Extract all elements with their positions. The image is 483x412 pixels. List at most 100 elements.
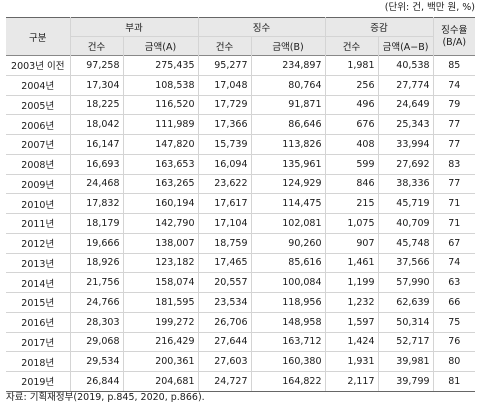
row-year: 2015년	[6, 292, 70, 313]
row-year: 2009년	[6, 174, 70, 195]
levy-count-cell: 21,756	[69, 272, 123, 293]
unit-note: (단위: 건, 백만 원, %)	[384, 2, 475, 13]
levy-amount-cell: 111,989	[122, 114, 199, 135]
collection-amount-cell: 113,826	[250, 134, 326, 155]
collection-count-cell: 26,706	[197, 312, 252, 333]
collection-amount-cell: 135,961	[250, 154, 326, 175]
change-amount-cell: 27,774	[377, 75, 434, 96]
table-row: 2005년 18,225 116,520 17,729 91,871 496 24,649 7…	[6, 95, 476, 116]
collection-ratio-cell: 66	[432, 292, 476, 313]
collection-amount-cell: 160,380	[250, 351, 326, 372]
row-year: 2018년	[6, 351, 70, 372]
table-row: 2019년 26,844 204,681 24,727 164,822 2,117 39,7…	[6, 371, 476, 392]
table-row: 2004년 17,304 108,538 17,048 80,764 256 27,774 7…	[6, 75, 476, 96]
levy-count-cell: 17,832	[69, 193, 123, 214]
change-count-cell: 1,981	[324, 55, 379, 76]
row-year: 2006년	[6, 114, 70, 135]
change-amount-cell: 52,717	[377, 332, 434, 353]
header-levy-count: 건수	[69, 36, 123, 56]
table-row: 2007년 16,147 147,820 15,739 113,826 408 33,994…	[6, 134, 476, 155]
levy-amount-cell: 216,429	[122, 332, 199, 353]
collection-amount-cell: 85,616	[250, 253, 326, 274]
collection-amount-cell: 114,475	[250, 193, 326, 214]
collection-count-cell: 24,727	[197, 371, 252, 392]
header-ratio-line2: (B/A)	[442, 36, 467, 48]
table-row: 2014년 21,756 158,074 20,557 100,084 1,199 57,9…	[6, 272, 476, 293]
change-amount-cell: 38,336	[377, 174, 434, 195]
collection-ratio-cell: 83	[432, 154, 476, 175]
collection-count-cell: 17,048	[197, 75, 252, 96]
collection-count-cell: 20,557	[197, 272, 252, 293]
change-amount-cell: 39,981	[377, 351, 434, 372]
levy-count-cell: 97,258	[69, 55, 123, 76]
row-year: 2003년 이전	[6, 55, 70, 76]
row-year: 2014년	[6, 272, 70, 293]
header-collection-count: 건수	[197, 36, 252, 56]
levy-amount-cell: 116,520	[122, 95, 199, 116]
collection-ratio-cell: 75	[432, 312, 476, 333]
change-count-cell: 408	[324, 134, 379, 155]
collection-amount-cell: 118,956	[250, 292, 326, 313]
collection-count-cell: 17,465	[197, 253, 252, 274]
table-row: 2018년 29,534 200,361 27,603 160,380 1,931 39,9…	[6, 351, 476, 372]
change-count-cell: 2,117	[324, 371, 379, 392]
table-row: 2010년 17,832 160,194 17,617 114,475 215 45,719…	[6, 193, 476, 214]
collection-ratio-cell: 63	[432, 272, 476, 293]
levy-amount-cell: 204,681	[122, 371, 199, 392]
collection-count-cell: 23,534	[197, 292, 252, 313]
levy-count-cell: 28,303	[69, 312, 123, 333]
source-note: 자료: 기획재정부(2019, p.845, 2020, p.866).	[6, 392, 205, 403]
collection-amount-cell: 163,712	[250, 332, 326, 353]
levy-collection-table: 구분 부과 징수 증감 징수율 (B/A) 건수 금액(A) 건수 금액(B) …	[6, 17, 476, 392]
change-count-cell: 1,424	[324, 332, 379, 353]
row-year: 2005년	[6, 95, 70, 116]
levy-count-cell: 18,225	[69, 95, 123, 116]
collection-ratio-cell: 77	[432, 174, 476, 195]
change-count-cell: 1,931	[324, 351, 379, 372]
header-ratio-line1: 징수율	[441, 24, 468, 36]
change-count-cell: 1,199	[324, 272, 379, 293]
change-amount-cell: 45,719	[377, 193, 434, 214]
collection-count-cell: 27,644	[197, 332, 252, 353]
table-row: 2016년 28,303 199,272 26,706 148,958 1,597 50,3…	[6, 312, 476, 333]
change-count-cell: 676	[324, 114, 379, 135]
header-levy-amount: 금액(A)	[122, 36, 199, 56]
change-count-cell: 1,232	[324, 292, 379, 313]
table-row: 2009년 24,468 163,265 23,622 124,929 846 38,336…	[6, 174, 476, 195]
collection-count-cell: 18,759	[197, 233, 252, 254]
row-year: 2013년	[6, 253, 70, 274]
table-row: 2006년 18,042 111,989 17,366 86,646 676 25,343 7…	[6, 114, 476, 135]
levy-count-cell: 17,304	[69, 75, 123, 96]
levy-amount-cell: 275,435	[122, 55, 199, 76]
levy-amount-cell: 147,820	[122, 134, 199, 155]
header-collection-amount: 금액(B)	[250, 36, 326, 56]
row-year: 2016년	[6, 312, 70, 333]
table-row: 2015년 24,766 181,595 23,534 118,956 1,232 62,6…	[6, 292, 476, 313]
change-amount-cell: 62,639	[377, 292, 434, 313]
change-amount-cell: 25,343	[377, 114, 434, 135]
collection-count-cell: 17,617	[197, 193, 252, 214]
change-amount-cell: 33,994	[377, 134, 434, 155]
header-group-collection: 징수	[197, 17, 326, 37]
change-count-cell: 496	[324, 95, 379, 116]
collection-ratio-cell: 74	[432, 75, 476, 96]
collection-ratio-cell: 77	[432, 114, 476, 135]
change-count-cell: 846	[324, 174, 379, 195]
row-year: 2004년	[6, 75, 70, 96]
change-amount-cell: 27,692	[377, 154, 434, 175]
header-group-change: 증감	[324, 17, 434, 37]
change-count-cell: 215	[324, 193, 379, 214]
collection-count-cell: 17,366	[197, 114, 252, 135]
collection-amount-cell: 234,897	[250, 55, 326, 76]
change-count-cell: 256	[324, 75, 379, 96]
table-header: 구분 부과 징수 증감 징수율 (B/A) 건수 금액(A) 건수 금액(B) …	[6, 17, 476, 56]
collection-count-cell: 27,603	[197, 351, 252, 372]
collection-amount-cell: 91,871	[250, 95, 326, 116]
collection-count-cell: 16,094	[197, 154, 252, 175]
levy-count-cell: 16,693	[69, 154, 123, 175]
change-count-cell: 1,075	[324, 213, 379, 234]
levy-count-cell: 29,534	[69, 351, 123, 372]
collection-count-cell: 17,104	[197, 213, 252, 234]
levy-count-cell: 18,179	[69, 213, 123, 234]
levy-amount-cell: 108,538	[122, 75, 199, 96]
